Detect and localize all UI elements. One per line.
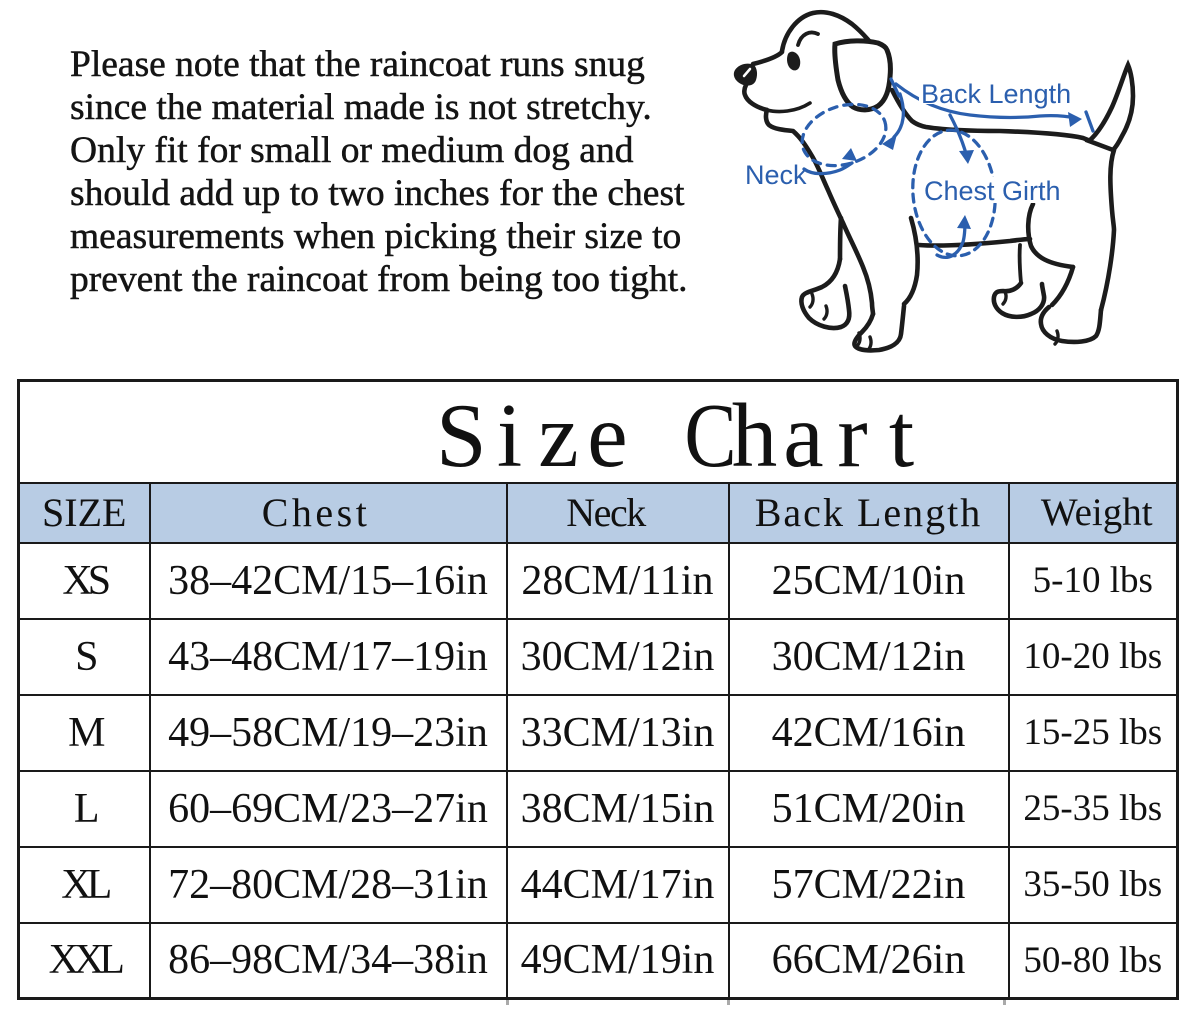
svg-text:Back Length: Back Length — [921, 79, 1071, 109]
svg-text:Chest Girth: Chest Girth — [924, 176, 1061, 206]
svg-text:Neck: Neck — [745, 160, 807, 190]
